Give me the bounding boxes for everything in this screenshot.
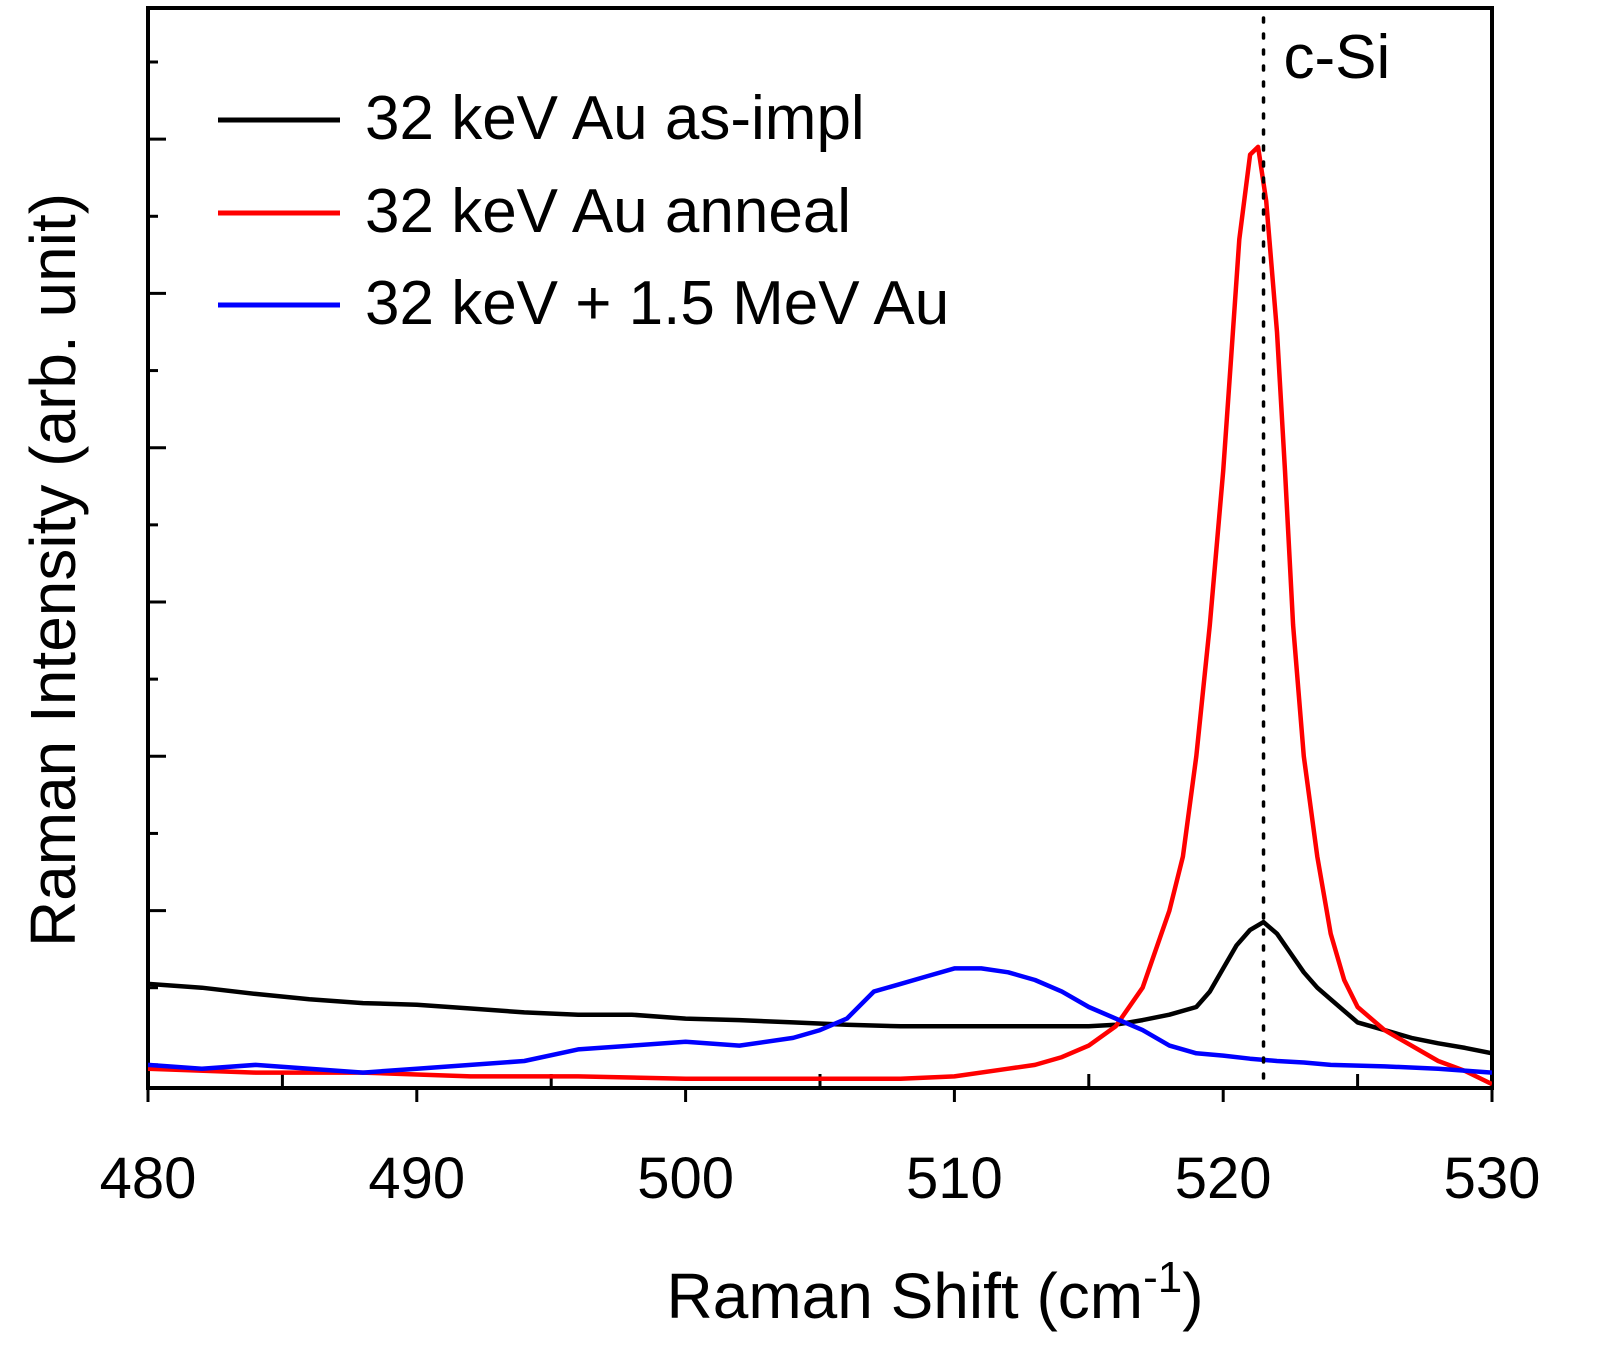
x-tick-label: 510 bbox=[906, 1146, 1003, 1211]
x-axis-title-exponent: -1 bbox=[1143, 1253, 1182, 1302]
x-axis-title-main: Raman Shift (cm bbox=[667, 1260, 1144, 1332]
x-tick-label: 520 bbox=[1175, 1146, 1272, 1211]
x-axis-title: Raman Shift (cm-1) bbox=[667, 1253, 1204, 1332]
series-line-1 bbox=[148, 919, 1492, 1056]
axes: 480 490 500 510 520 530 bbox=[100, 6, 1541, 1211]
y-axis-title: Raman Intensity (arb. unit) bbox=[17, 193, 89, 947]
legend: 32 keV Au as-impl 32 keV Au anneal 32 keV … bbox=[218, 84, 949, 338]
series-lines bbox=[148, 144, 1492, 1087]
legend-label-1: 32 keV Au as-impl bbox=[365, 84, 865, 153]
x-tick-label: 490 bbox=[368, 1146, 465, 1211]
legend-label-2: 32 keV Au anneal bbox=[365, 177, 851, 246]
series-line-2 bbox=[148, 144, 1492, 1087]
c-si-reference: c-Si bbox=[1261, 16, 1391, 1090]
c-si-label: c-Si bbox=[1284, 23, 1391, 92]
x-tick-label: 480 bbox=[100, 1146, 197, 1211]
legend-label-3: 32 keV + 1.5 MeV Au bbox=[365, 269, 949, 338]
x-tick-label: 500 bbox=[637, 1146, 734, 1211]
series-line-3 bbox=[148, 966, 1492, 1075]
x-axis-title-close: ) bbox=[1182, 1260, 1203, 1332]
x-tick-label: 530 bbox=[1444, 1146, 1541, 1211]
